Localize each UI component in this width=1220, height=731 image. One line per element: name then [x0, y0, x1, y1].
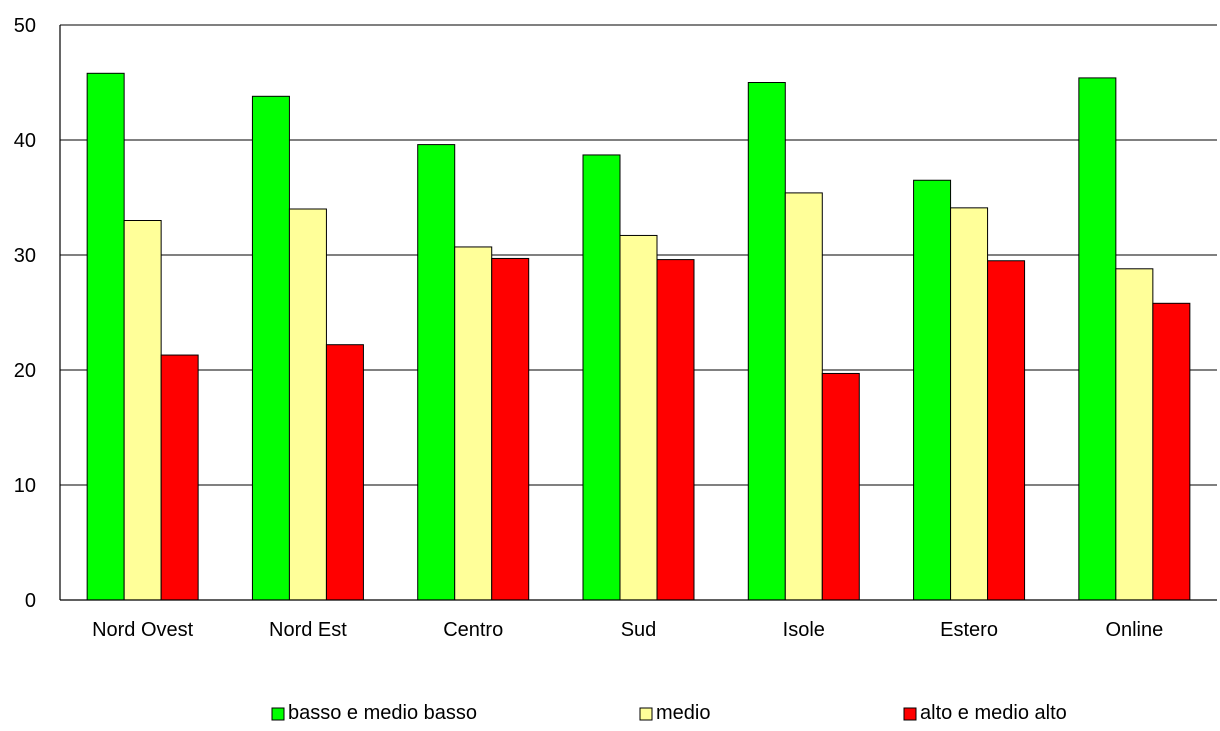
bar [251, 95, 290, 601]
bar [1078, 77, 1117, 601]
legend-label: medio [656, 702, 710, 724]
y-tick-label: 0 [25, 590, 36, 612]
bar [491, 257, 530, 601]
bar [987, 260, 1026, 601]
bar [123, 220, 162, 601]
bar [288, 208, 327, 601]
legend-label: alto e medio alto [920, 702, 1067, 724]
x-tick-label: Nord Ovest [92, 619, 194, 641]
legend-swatch [639, 707, 653, 721]
bar [582, 154, 621, 601]
bar [325, 344, 364, 601]
bar [821, 372, 860, 601]
legend-swatch [903, 707, 917, 721]
bar [950, 207, 989, 601]
legend: basso e medio basso medio alto e medio alt… [271, 702, 1067, 724]
bar [417, 144, 456, 601]
bar [1115, 268, 1154, 601]
legend-swatch [271, 707, 285, 721]
x-tick-label: Sud [621, 619, 657, 641]
x-tick-label: Isole [783, 619, 825, 641]
y-tick-label: 40 [14, 130, 36, 152]
x-tick-label: Estero [940, 619, 998, 641]
bar [747, 82, 786, 601]
axes: 0 10 20 30 40 50 Nord Ovest Nord Est Centro Sud Is… [14, 15, 1217, 641]
bars [86, 72, 1191, 601]
bar [656, 259, 695, 601]
bar [619, 234, 658, 601]
bar [454, 246, 493, 601]
bar [913, 179, 952, 601]
bar [86, 72, 125, 601]
x-tick-label: Online [1105, 619, 1163, 641]
x-tick-label: Nord Est [269, 619, 347, 641]
bar [1152, 302, 1191, 601]
y-tick-label: 50 [14, 15, 36, 37]
x-tick-label: Centro [443, 619, 503, 641]
y-tick-label: 30 [14, 245, 36, 267]
bar [160, 354, 199, 601]
legend-label: basso e medio basso [288, 702, 477, 724]
bar [784, 192, 823, 601]
y-tick-label: 20 [14, 360, 36, 382]
y-tick-label: 10 [14, 475, 36, 497]
